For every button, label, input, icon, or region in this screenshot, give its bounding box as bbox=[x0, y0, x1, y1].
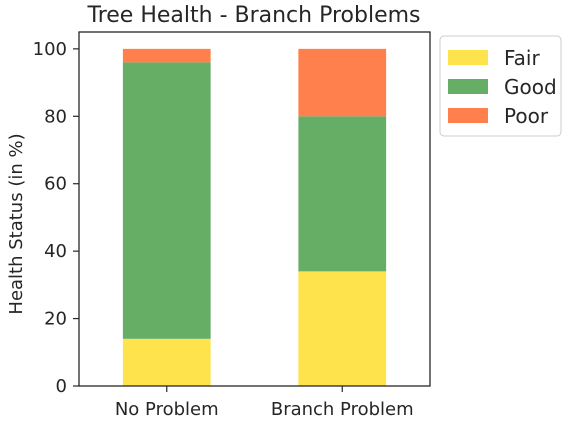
y-tick-label: 100 bbox=[33, 39, 67, 60]
legend-label-good: Good bbox=[504, 75, 557, 99]
y-tick-label: 80 bbox=[44, 106, 67, 127]
y-tick-label: 20 bbox=[44, 309, 67, 330]
legend: Fair Good Poor bbox=[439, 35, 562, 137]
bar-poor-no-problem bbox=[122, 48, 211, 63]
y-tick-label: 0 bbox=[56, 376, 67, 397]
bar-poor-branch-problem bbox=[298, 48, 387, 117]
y-tick-label: 40 bbox=[44, 241, 67, 262]
x-tick-label: Branch Problem bbox=[271, 399, 414, 420]
bar-good-branch-problem bbox=[298, 116, 387, 272]
legend-swatch-good bbox=[448, 79, 488, 94]
y-axis-label: Health Status (in %) bbox=[6, 133, 27, 314]
legend-label-poor: Poor bbox=[504, 104, 549, 128]
legend-swatch-poor bbox=[448, 108, 488, 123]
legend-swatch-fair bbox=[448, 50, 488, 65]
bar-fair-branch-problem bbox=[298, 271, 387, 386]
x-tick-label: No Problem bbox=[115, 399, 219, 420]
bars-layer bbox=[122, 48, 387, 386]
plot-frame bbox=[78, 31, 431, 387]
chart-title: Tree Health - Branch Problems bbox=[87, 3, 421, 28]
legend-label-fair: Fair bbox=[504, 46, 540, 70]
bar-fair-no-problem bbox=[122, 338, 211, 386]
y-tick-label: 60 bbox=[44, 174, 67, 195]
ticks-layer: No Problem Branch Problem 0 20 40 60 80 100 bbox=[33, 39, 414, 420]
bar-good-no-problem bbox=[122, 62, 211, 339]
